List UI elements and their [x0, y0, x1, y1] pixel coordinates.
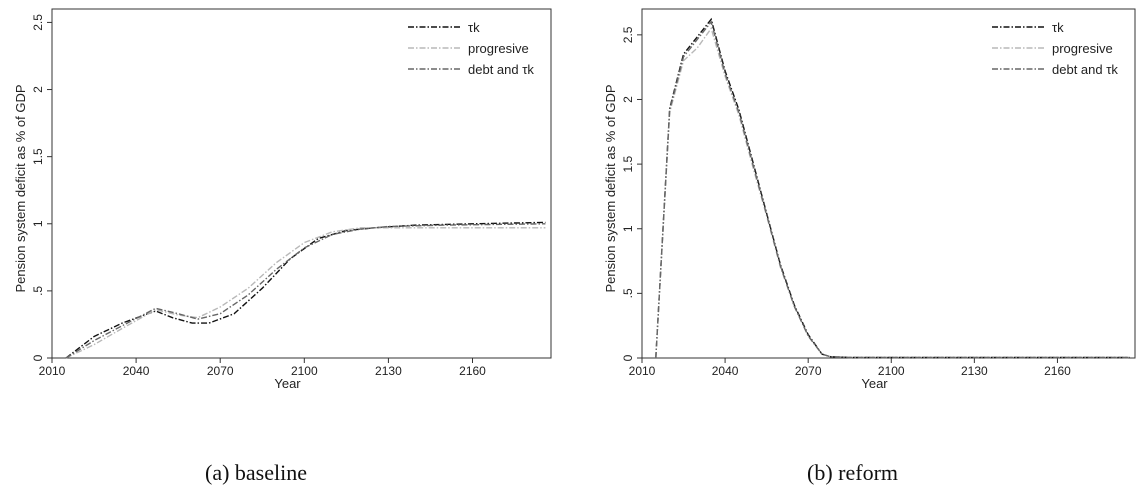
y-tick-label: .5	[621, 288, 635, 298]
y-tick-label: 1.5	[621, 155, 635, 172]
x-tick-label: 2070	[207, 364, 234, 378]
y-tick-label: 1.5	[31, 148, 45, 165]
legend-label: τk	[468, 20, 480, 35]
x-tick-label: 2040	[712, 364, 739, 378]
series-line	[65, 223, 546, 359]
x-tick-label: 2130	[375, 364, 402, 378]
chart-panel-reform: 0 .5 1 1.5 2 2.5 2010 2040 2070 2100 2130 2160 Year P…	[590, 0, 1137, 488]
y-tick-label: 2.5	[31, 14, 45, 31]
x-tick-label: 2010	[629, 364, 656, 378]
y-tick-label: 1	[621, 225, 635, 232]
caption-baseline: (a) baseline	[205, 460, 307, 485]
y-tick-label: 2	[31, 86, 45, 93]
chart-reform: 0 .5 1 1.5 2 2.5 2010 2040 2070 2100 2130 2160 Year P…	[603, 8, 1136, 391]
legend-label: τk	[1052, 20, 1064, 35]
x-axis-title: Year	[861, 376, 888, 391]
caption-reform: (b) reform	[807, 460, 899, 485]
y-axis-title: Pension system deficit as % of GDP	[603, 84, 618, 292]
y-tick-label: 1	[31, 220, 45, 227]
series-line	[655, 20, 1130, 359]
x-tick-label: 2100	[878, 364, 905, 378]
chart-baseline: 0 .5 1 1.5 2 2.5 2010 2040 2070 2100 2130 2160 Year P…	[13, 8, 552, 391]
y-tick-label: 2.5	[621, 26, 635, 43]
x-tick-label: 2160	[1044, 364, 1071, 378]
plot-frame	[51, 8, 552, 359]
legend-label: progresive	[468, 41, 529, 56]
legend-label: debt and τk	[468, 62, 534, 77]
x-tick-label: 2160	[459, 364, 486, 378]
x-tick-label: 2100	[291, 364, 318, 378]
y-tick-label: 0	[621, 354, 635, 361]
chart-panel-baseline: 0 .5 1 1.5 2 2.5 2010 2040 2070 2100 2130 2160 Year P…	[0, 0, 566, 488]
y-tick-label: .5	[31, 286, 45, 296]
x-tick-label: 2010	[39, 364, 66, 378]
y-tick-label: 0	[31, 354, 45, 361]
legend-label: progresive	[1052, 41, 1113, 56]
x-axis-title: Year	[274, 376, 301, 391]
y-axis-title: Pension system deficit as % of GDP	[13, 84, 28, 292]
x-tick-label: 2130	[961, 364, 988, 378]
y-tick-label: 2	[621, 96, 635, 103]
x-tick-label: 2040	[123, 364, 150, 378]
legend-label: debt and τk	[1052, 62, 1118, 77]
x-tick-label: 2070	[795, 364, 822, 378]
